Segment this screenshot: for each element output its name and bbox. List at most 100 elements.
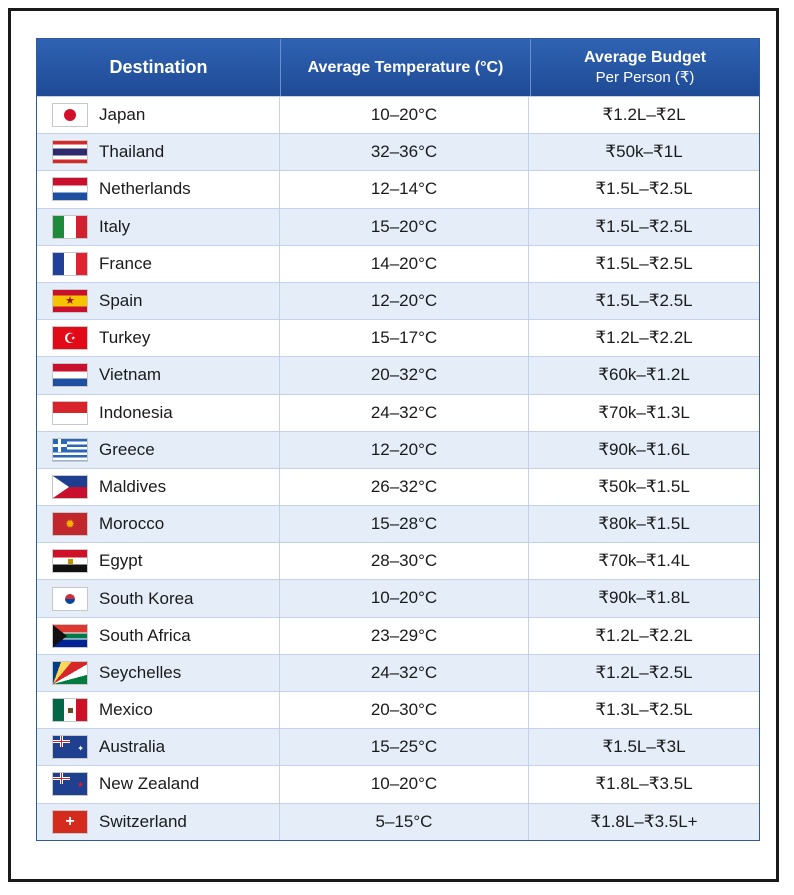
- destination-cell: South Korea: [37, 580, 280, 617]
- destination-cell: ✹ Morocco: [37, 506, 280, 543]
- budget-cell: ₹1.5L–₹2.5L: [595, 216, 693, 236]
- table-row: Egypt 28–30°C ₹70k–₹1.4L: [37, 542, 759, 580]
- destination-cell: Japan: [37, 97, 280, 134]
- table-row: + Switzerland 5–15°C ₹1.8L–₹3.5L+: [37, 802, 759, 840]
- destination-name: Switzerland: [99, 811, 187, 831]
- destination-name: Greece: [99, 439, 155, 459]
- table-row: Maldives 26–32°C ₹50k–₹1.5L: [37, 467, 759, 506]
- temperature-cell: 10–20°C: [280, 766, 529, 803]
- destinations-table: Destination Average Temperature (°C) Ave…: [36, 38, 760, 841]
- destination-cell: Greece: [37, 431, 280, 468]
- temperature-cell: 15–28°C: [280, 506, 529, 543]
- destination-cell: + Switzerland: [37, 803, 280, 840]
- destination-name: Australia: [99, 737, 166, 757]
- turkey-flag-icon: ☪: [52, 326, 88, 351]
- table-row: Italy 15–20°C ₹1.5L–₹2.5L: [37, 207, 759, 245]
- budget-cell: ₹90k–₹1.8L: [598, 588, 690, 608]
- header-temperature: Average Temperature (°C): [281, 39, 531, 96]
- header-budget-line1: Average Budget: [583, 48, 707, 66]
- maldives-flag-icon: [52, 474, 88, 499]
- table-row: Thailand 32–36°C ₹50k–₹1L: [37, 133, 759, 171]
- temperature-cell: 14–20°C: [280, 245, 529, 282]
- destination-cell: Maldives: [37, 468, 280, 506]
- australia-flag-icon: ✦: [52, 735, 88, 760]
- table-body: Japan 10–20°C ₹1.2L–₹2L Thailand 32–36°C ₹50k…: [37, 96, 759, 840]
- budget-cell: ₹90k–₹1.6L: [598, 439, 690, 459]
- thailand-flag-icon: [52, 140, 88, 165]
- table-row: South Africa 23–29°C ₹1.2L–₹2.2L: [37, 616, 759, 654]
- budget-cell: ₹1.5L–₹3L: [602, 737, 686, 757]
- budget-cell: ₹60k–₹1.2L: [598, 365, 690, 385]
- table-row: ★ New Zealand 10–20°C ₹1.8L–₹3.5L: [37, 765, 759, 803]
- budget-cell: ₹70k–₹1.3L: [598, 402, 690, 422]
- temperature-cell: 23–29°C: [280, 617, 529, 654]
- table-row: Netherlands 12–14°C ₹1.5L–₹2.5L: [37, 170, 759, 208]
- destination-cell: Seychelles: [37, 654, 280, 691]
- france-flag-icon: [52, 251, 88, 276]
- destination-name: Thailand: [99, 142, 165, 162]
- egypt-flag-icon: [52, 549, 88, 574]
- budget-cell: ₹1.3L–₹2.5L: [595, 700, 693, 719]
- destination-cell: Netherlands: [37, 171, 280, 208]
- south-korea-flag-icon: [52, 586, 88, 611]
- morocco-flag-icon: ✹: [52, 512, 88, 537]
- destination-cell: Egypt: [37, 543, 280, 580]
- destination-cell: ☪ Turkey: [37, 320, 280, 357]
- table-row: South Korea 10–20°C ₹90k–₹1.8L: [37, 579, 759, 617]
- destination-name: France: [99, 253, 152, 273]
- budget-cell: ₹1.5L–₹2.5L: [595, 179, 693, 199]
- mexico-flag-icon: [52, 698, 88, 723]
- temperature-cell: 15–20°C: [280, 208, 529, 245]
- temperature-cell: 20–32°C: [280, 357, 529, 394]
- italy-flag-icon: [52, 214, 88, 239]
- table-row: Japan 10–20°C ₹1.2L–₹2L: [37, 96, 759, 134]
- destination-name: Italy: [99, 216, 131, 236]
- temperature-cell: 10–20°C: [280, 580, 529, 617]
- indonesia-flag-icon: [52, 400, 88, 425]
- temperature-cell: 24–32°C: [280, 654, 529, 691]
- budget-cell: ₹1.8L–₹3.5L+: [590, 811, 698, 831]
- destination-name: Japan: [99, 105, 146, 125]
- table-row: Vietnam 20–32°C ₹60k–₹1.2L: [37, 356, 759, 394]
- temperature-cell: 15–17°C: [280, 320, 529, 357]
- temperature-cell: 12–20°C: [280, 431, 529, 468]
- temperature-cell: 20–30°C: [280, 692, 529, 729]
- destination-name: Morocco: [99, 514, 165, 534]
- vietnam-flag-icon: [52, 363, 88, 388]
- destination-cell: Vietnam: [37, 357, 280, 394]
- destination-cell: South Africa: [37, 617, 280, 654]
- temperature-cell: 24–32°C: [280, 394, 529, 431]
- budget-cell: ₹50k–₹1.5L: [598, 476, 690, 496]
- south-africa-flag-icon: [52, 623, 88, 648]
- destination-name: Seychelles: [99, 662, 182, 682]
- header-budget: Average Budget Per Person (₹): [531, 39, 759, 96]
- budget-cell: ₹70k–₹1.4L: [598, 551, 690, 571]
- destination-cell: ★ Spain: [37, 282, 280, 320]
- spain-flag-icon: ★: [52, 289, 88, 314]
- destination-cell: ✦ Australia: [37, 729, 280, 766]
- destination-cell: Mexico: [37, 692, 280, 729]
- destination-name: Mexico: [99, 700, 153, 720]
- destination-name: South Africa: [99, 625, 191, 645]
- temperature-cell: 28–30°C: [280, 543, 529, 580]
- switzerland-flag-icon: +: [52, 809, 88, 834]
- destination-cell: Italy: [37, 208, 280, 245]
- destination-name: Egypt: [99, 551, 143, 571]
- temperature-cell: 5–15°C: [280, 803, 529, 840]
- table-row: Mexico 20–30°C ₹1.3L–₹2.5L: [37, 691, 759, 729]
- destination-name: Indonesia: [99, 402, 173, 422]
- destination-cell: Indonesia: [37, 394, 280, 431]
- table-header: Destination Average Temperature (°C) Ave…: [37, 39, 759, 96]
- table-row: ✦ Australia 15–25°C ₹1.5L–₹3L: [37, 728, 759, 766]
- table-row: ✹ Morocco 15–28°C ₹80k–₹1.5L: [37, 505, 759, 543]
- header-destination: Destination: [37, 39, 281, 96]
- temperature-cell: 12–14°C: [280, 171, 529, 208]
- budget-cell: ₹50k–₹1L: [605, 142, 683, 162]
- destination-name: South Korea: [99, 588, 194, 608]
- destination-name: Netherlands: [99, 179, 191, 199]
- temperature-cell: 32–36°C: [280, 134, 529, 171]
- budget-cell: ₹1.2L–₹2.2L: [595, 328, 693, 348]
- table-row: France 14–20°C ₹1.5L–₹2.5L: [37, 244, 759, 282]
- destination-name: New Zealand: [99, 774, 200, 794]
- netherlands-flag-icon: [52, 177, 88, 202]
